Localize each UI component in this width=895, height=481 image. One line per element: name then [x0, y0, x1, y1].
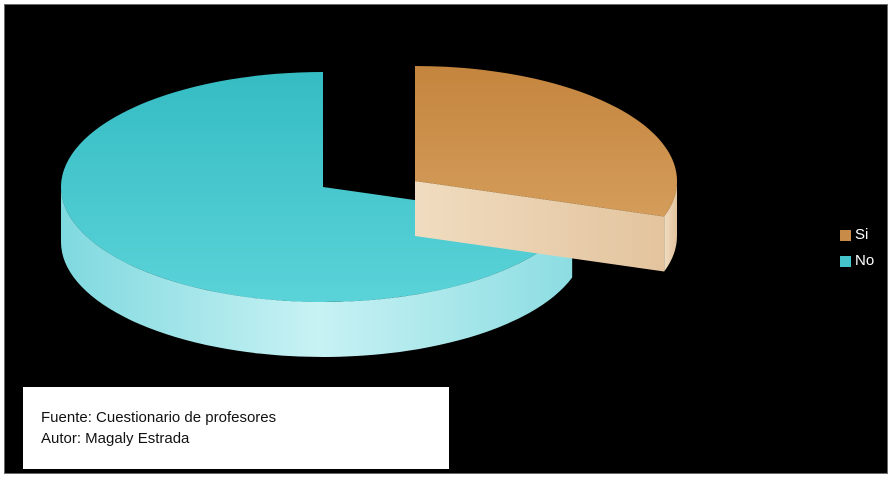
author-line: Autor: Magaly Estrada — [41, 430, 190, 447]
pie-chart — [61, 66, 678, 357]
legend-item-no: No — [840, 248, 874, 274]
slice-top-no — [61, 72, 573, 302]
legend-item-si: Si — [840, 222, 874, 248]
slice-top-si — [415, 66, 678, 217]
legend-swatch-no — [840, 255, 851, 267]
chart-frame: Si No Fuente: Cuestionario de profesores… — [4, 4, 888, 474]
slice-cut-si — [415, 181, 665, 272]
source-box: Fuente: Cuestionario de profesores Autor… — [23, 387, 449, 469]
source-line: Fuente: Cuestionario de profesores — [41, 409, 277, 426]
legend-label-no: No — [855, 252, 875, 269]
legend-swatch-si — [840, 229, 851, 241]
legend-label-si: Si — [855, 226, 869, 243]
legend: Si No — [840, 222, 874, 274]
slice-side-no — [61, 187, 573, 357]
slice-side-si — [664, 181, 677, 272]
